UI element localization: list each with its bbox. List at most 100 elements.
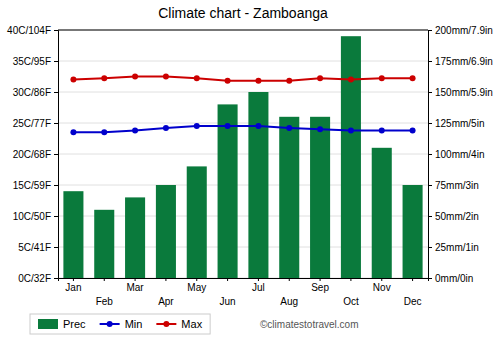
tick-mark <box>428 154 432 155</box>
legend-marker <box>107 321 113 327</box>
tick: 150mm/5.9in <box>428 87 493 98</box>
marker <box>348 77 354 83</box>
tick: Oct <box>343 278 359 307</box>
tick-mark <box>54 278 58 279</box>
tick-mark <box>165 278 166 281</box>
tick-label: 20C/68F <box>13 149 51 160</box>
legend-marker <box>163 321 169 327</box>
tick-mark <box>428 123 432 124</box>
marker <box>286 125 292 131</box>
tick: Jan <box>65 278 81 293</box>
marker <box>379 127 385 133</box>
tick-label: Sep <box>311 282 329 293</box>
tick-mark <box>428 92 432 93</box>
tick: Aug <box>280 278 298 307</box>
tick: 200mm/7.9in <box>428 25 493 36</box>
bar <box>125 197 145 278</box>
tick-mark <box>428 216 432 217</box>
bar <box>94 210 114 278</box>
line <box>73 126 412 132</box>
tick-mark <box>412 278 413 281</box>
marker <box>225 123 231 129</box>
tick-label: 0C/32F <box>18 273 51 284</box>
marker <box>255 123 261 129</box>
marker <box>317 126 323 132</box>
tick-mark <box>54 247 58 248</box>
tick-mark <box>196 278 197 281</box>
marker <box>132 74 138 80</box>
plot: 0C/32F5C/41F10C/50F15C/59F20C/68F25C/77F… <box>7 25 493 307</box>
grid-line <box>58 92 428 93</box>
tick-label: 50mm/2in <box>435 211 479 222</box>
bar <box>310 117 330 278</box>
tick: 0C/32F <box>18 273 58 284</box>
tick-label: 35C/95F <box>13 56 51 67</box>
tick-mark <box>54 30 58 31</box>
bar <box>279 117 299 278</box>
marker <box>70 129 76 135</box>
grid-line <box>58 30 428 31</box>
tick-label: 40C/104F <box>7 25 51 36</box>
tick-label: 25mm/1in <box>435 242 479 253</box>
tick-mark <box>54 123 58 124</box>
axis-line <box>54 31 59 279</box>
legend: Prec Min Max <box>30 314 210 334</box>
tick-mark <box>54 185 58 186</box>
line-series <box>70 74 415 84</box>
x-axis: JanFebMarAprMayJunJulAugSepOctNovDec <box>59 278 429 307</box>
bar <box>248 92 268 278</box>
tick: Jul <box>252 278 265 293</box>
marker <box>101 129 107 135</box>
tick: 175mm/6.9in <box>428 56 493 67</box>
line-series <box>70 123 415 135</box>
marker <box>410 127 416 133</box>
tick-label: Jul <box>252 282 265 293</box>
marker <box>379 75 385 81</box>
axis-line <box>429 31 433 279</box>
grid <box>58 30 428 278</box>
tick-mark <box>350 278 351 281</box>
legend-frame <box>30 314 210 334</box>
tick-label: 5C/41F <box>18 242 51 253</box>
tick-mark <box>289 278 290 281</box>
bar <box>372 148 392 278</box>
tick: 15C/59F <box>13 180 58 191</box>
tick-mark <box>381 278 382 281</box>
chart: Climate chart - Zamboanga0C/32F5C/41F10C… <box>0 0 500 350</box>
tick-mark <box>428 247 432 248</box>
tick: Apr <box>158 278 174 307</box>
bar <box>218 104 238 278</box>
tick: Dec <box>404 278 422 307</box>
legend-label: Max <box>181 318 202 330</box>
tick-mark <box>227 278 228 281</box>
tick: 5C/41F <box>18 242 58 253</box>
tick: 20C/68F <box>13 149 58 160</box>
tick-label: 75mm/3in <box>435 180 479 191</box>
annotation: ©climatestotravel.com <box>260 319 359 330</box>
legend-label: Prec <box>63 318 86 330</box>
line <box>73 77 412 81</box>
marker <box>194 123 200 129</box>
grid-line <box>58 61 428 62</box>
tick-label: 0mm/0in <box>435 273 473 284</box>
axis-line <box>59 279 429 282</box>
tick: 25mm/1in <box>428 242 479 253</box>
grid-line <box>58 123 428 124</box>
tick-label: 150mm/5.9in <box>435 87 493 98</box>
marker <box>286 78 292 84</box>
tick: 75mm/3in <box>428 180 479 191</box>
marker <box>70 77 76 83</box>
marker <box>410 75 416 81</box>
tick-mark <box>54 154 58 155</box>
marker <box>348 127 354 133</box>
tick-label: Nov <box>373 282 391 293</box>
bar <box>341 36 361 278</box>
tick: 125mm/5in <box>428 118 484 129</box>
tick-label: Jun <box>220 296 236 307</box>
marker <box>317 75 323 81</box>
legend-swatch <box>38 319 58 329</box>
tick: 30C/86F <box>13 87 58 98</box>
tick: 100mm/4in <box>428 149 484 160</box>
marker <box>255 78 261 84</box>
legend-item: Min <box>100 318 143 330</box>
